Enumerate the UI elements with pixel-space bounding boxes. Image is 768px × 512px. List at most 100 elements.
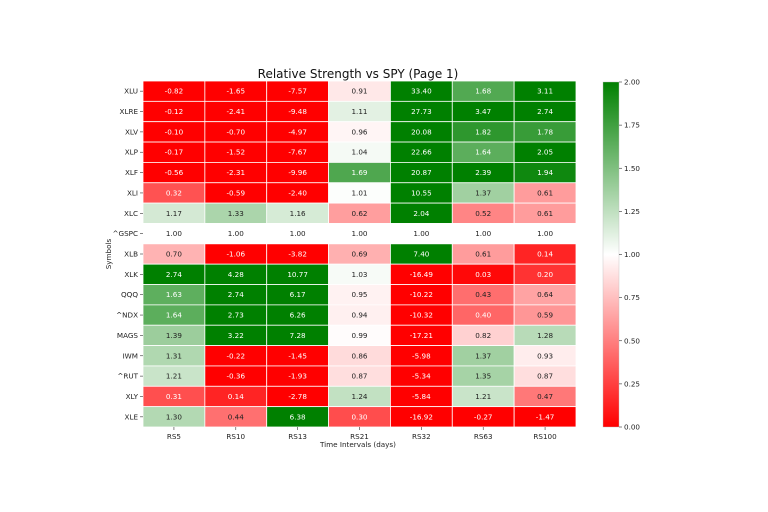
cell-value-label: 6.17 <box>290 290 306 299</box>
colorbar-tick-label: 0.25 <box>624 379 640 388</box>
chart-title: Relative Strength vs SPY (Page 1) <box>258 67 459 81</box>
x-tick-label: RS13 <box>288 432 307 441</box>
y-tick-label: XLK <box>124 270 138 279</box>
cell-value-label: -2.31 <box>226 168 245 177</box>
cell-value-label: 1.63 <box>166 290 182 299</box>
cell-value-label: -0.56 <box>165 168 184 177</box>
cell-value-label: 1.33 <box>228 209 244 218</box>
cell-value-label: -0.10 <box>165 127 184 136</box>
cell-value-label: 0.61 <box>475 250 491 259</box>
cell-value-label: 2.04 <box>413 209 429 218</box>
cell-value-label: 1.00 <box>537 229 553 238</box>
cell-value-label: 1.16 <box>290 209 306 218</box>
cell-value-label: 0.62 <box>351 209 367 218</box>
x-tick-label: RS100 <box>533 432 557 441</box>
cell-value-label: -0.17 <box>165 148 184 157</box>
cell-value-label: 0.94 <box>351 311 367 320</box>
x-tick-label: RS10 <box>226 432 245 441</box>
y-tick-label: ^GSPC <box>112 229 138 238</box>
cell-value-label: 10.55 <box>411 188 432 197</box>
cell-value-label: 0.40 <box>475 311 491 320</box>
y-axis-label: Symbols <box>104 238 113 269</box>
cell-value-label: 1.00 <box>413 229 429 238</box>
cell-value-label: 0.43 <box>475 290 491 299</box>
cell-value-label: 1.31 <box>166 351 182 360</box>
cell-value-label: 0.30 <box>351 412 367 421</box>
cell-value-label: 6.38 <box>290 412 306 421</box>
cell-value-label: -1.93 <box>288 372 307 381</box>
cell-value-label: 0.44 <box>228 412 244 421</box>
y-tick-label: QQQ <box>121 290 138 299</box>
cell-value-label: -1.65 <box>226 87 245 96</box>
cell-value-label: 1.94 <box>537 168 553 177</box>
cell-value-label: 3.22 <box>228 331 244 340</box>
cell-value-label: 2.74 <box>166 270 182 279</box>
cell-value-label: 0.87 <box>537 372 553 381</box>
cell-value-label: 1.78 <box>537 127 553 136</box>
colorbar-tick-label: 0.75 <box>624 293 640 302</box>
y-tick-label: XLP <box>125 148 139 157</box>
cell-value-label: 1.00 <box>475 229 491 238</box>
x-tick-label: RS5 <box>167 432 181 441</box>
cell-value-label: 7.28 <box>290 331 306 340</box>
cell-value-label: 0.86 <box>351 351 367 360</box>
cell-value-label: 1.30 <box>166 412 182 421</box>
cell-value-label: 1.11 <box>351 107 367 116</box>
y-tick-label: ^RUT <box>117 372 138 381</box>
y-tick-label: XLY <box>126 392 139 401</box>
cell-value-label: 0.14 <box>537 250 553 259</box>
cell-value-label: 1.37 <box>475 351 491 360</box>
cell-value-label: 2.39 <box>475 168 491 177</box>
cell-value-label: 1.64 <box>166 311 182 320</box>
cell-value-label: -4.97 <box>288 127 307 136</box>
cell-value-label: 1.01 <box>351 188 367 197</box>
cell-value-label: -9.96 <box>288 168 307 177</box>
cell-value-label: -5.98 <box>412 351 431 360</box>
colorbar-tick-label: 1.75 <box>624 121 640 130</box>
cell-value-label: 0.87 <box>351 372 367 381</box>
cell-value-label: 0.69 <box>351 250 367 259</box>
cell-value-label: 27.73 <box>411 107 432 116</box>
cell-value-label: 1.69 <box>351 168 367 177</box>
heatmap-cells: -0.82 -1.65 -7.57 0.91 33.40 1.68 3.11 -0.12 -2.… <box>142 80 577 428</box>
cell-value-label: -16.92 <box>410 412 433 421</box>
y-tick-label: XLF <box>125 168 138 177</box>
cell-value-label: -0.27 <box>474 412 493 421</box>
colorbar-ticks: 0.00 0.25 0.50 0.75 1.00 1.25 1.50 1.75 2.00 <box>619 78 640 432</box>
cell-value-label: -17.21 <box>410 331 433 340</box>
colorbar-tick-label: 1.00 <box>624 250 640 259</box>
cell-value-label: -2.41 <box>226 107 245 116</box>
cell-value-label: 0.91 <box>351 87 367 96</box>
cell-value-label: -16.49 <box>410 270 434 279</box>
cell-value-label: 0.59 <box>537 311 553 320</box>
y-tick-label: MAGS <box>117 331 139 340</box>
cell-value-label: -7.67 <box>288 148 307 157</box>
cell-value-label: 1.82 <box>475 127 491 136</box>
cell-value-label: -5.84 <box>412 392 431 401</box>
cell-value-label: -7.57 <box>288 87 307 96</box>
cell-value-label: 1.03 <box>351 270 367 279</box>
y-tick-label: XLU <box>124 87 138 96</box>
cell-value-label: 1.28 <box>537 331 553 340</box>
cell-value-label: -5.34 <box>412 372 431 381</box>
cell-value-label: 0.64 <box>537 290 553 299</box>
cell-value-label: -1.52 <box>226 148 245 157</box>
cell-value-label: 6.26 <box>290 311 306 320</box>
cell-value-label: 0.96 <box>351 127 367 136</box>
x-tick-label: RS21 <box>350 432 369 441</box>
cell-value-label: -1.06 <box>226 250 245 259</box>
colorbar <box>602 81 620 428</box>
cell-value-label: -2.40 <box>288 188 307 197</box>
cell-value-label: 0.95 <box>351 290 367 299</box>
cell-value-label: 0.20 <box>537 270 553 279</box>
cell-value-label: 0.61 <box>537 188 553 197</box>
cell-value-label: -9.48 <box>288 107 307 116</box>
cell-value-label: 1.39 <box>166 331 182 340</box>
cell-value-label: 0.31 <box>166 392 182 401</box>
colorbar-tick-label: 0.50 <box>624 336 640 345</box>
cell-value-label: -0.82 <box>165 87 184 96</box>
cell-value-label: 7.40 <box>413 250 429 259</box>
cell-value-label: -10.32 <box>410 311 433 320</box>
cell-value-label: 0.82 <box>475 331 491 340</box>
cell-value-label: -2.78 <box>288 392 307 401</box>
